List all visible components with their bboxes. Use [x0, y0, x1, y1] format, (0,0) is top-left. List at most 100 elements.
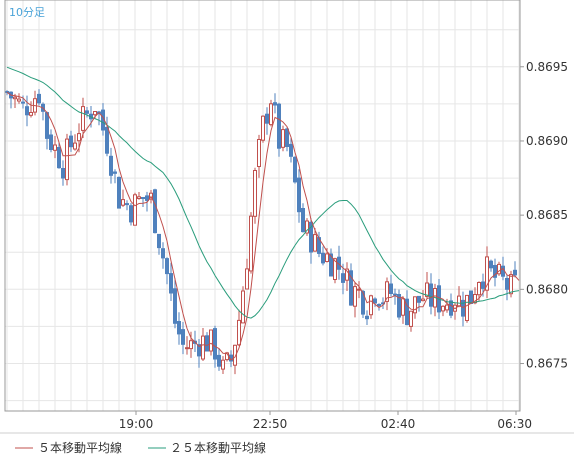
- candle-down: [481, 281, 485, 289]
- candle-up: [29, 112, 33, 116]
- candle-up: [465, 294, 469, 321]
- x-tick-label: 02:40: [381, 417, 416, 431]
- candle-up: [409, 310, 413, 327]
- candle-up: [261, 115, 265, 141]
- candle-up: [445, 304, 449, 311]
- moving-average-lines: [6, 66, 520, 361]
- candle-up: [221, 359, 225, 370]
- candle-up: [249, 215, 253, 272]
- candle-down: [505, 278, 509, 290]
- candle-down: [293, 156, 297, 183]
- candle-up: [385, 281, 389, 302]
- candle-up: [369, 295, 373, 316]
- candle-down: [57, 147, 61, 169]
- candle-up: [245, 268, 249, 290]
- candle-down: [289, 143, 293, 157]
- x-tick-label: 22:50: [253, 417, 288, 431]
- ma5-line: [6, 91, 520, 361]
- candle-down: [329, 253, 333, 277]
- candle-up: [281, 129, 285, 148]
- candle-down: [153, 189, 157, 234]
- candle-down: [273, 102, 277, 106]
- candle-down: [277, 103, 281, 149]
- candle-up: [81, 106, 85, 131]
- candle-down: [321, 252, 325, 264]
- candle-down: [309, 221, 313, 253]
- candle-down: [141, 197, 145, 199]
- candle-up: [313, 234, 317, 252]
- candle-down: [21, 101, 25, 104]
- candle-up: [209, 329, 213, 352]
- candle-down: [165, 258, 169, 275]
- candle-down: [265, 113, 269, 124]
- candle-down: [181, 329, 185, 345]
- x-tick-label: 19:00: [119, 417, 154, 431]
- candle-down: [349, 270, 353, 306]
- candle-down: [377, 304, 381, 307]
- candle-down: [301, 208, 305, 233]
- candle-up: [241, 290, 245, 324]
- candle-up: [233, 344, 237, 366]
- chart-title: 10分足: [9, 6, 45, 19]
- candle-down: [213, 328, 217, 360]
- legend: ５本移動平均線 ２５本移動平均線: [15, 440, 266, 455]
- candle-up: [17, 98, 21, 102]
- candle-down: [113, 171, 117, 174]
- candle-up: [353, 286, 357, 307]
- candle-up: [13, 96, 17, 100]
- candle-down: [217, 354, 221, 367]
- candle-down: [117, 176, 121, 209]
- candle-up: [73, 142, 77, 150]
- y-tick-label: 0.8690: [526, 134, 568, 148]
- candle-up: [421, 298, 425, 302]
- candle-up: [485, 256, 489, 291]
- candle-down: [157, 233, 161, 249]
- candle-down: [169, 273, 173, 294]
- candle-down: [365, 315, 369, 320]
- candle-down: [25, 106, 29, 116]
- candle-up: [269, 103, 273, 126]
- x-tick-label: 06:30: [497, 417, 532, 431]
- candle-up: [345, 268, 349, 281]
- candle-up: [137, 196, 141, 200]
- candle-down: [297, 177, 301, 213]
- candle-down: [61, 168, 65, 179]
- candle-down: [393, 293, 397, 296]
- y-tick-label: 0.8675: [526, 357, 568, 371]
- candle-down: [405, 298, 409, 326]
- candle-down: [173, 288, 177, 324]
- candle-up: [257, 139, 261, 167]
- candle-down: [449, 300, 453, 316]
- candle-up: [133, 194, 137, 226]
- candle-down: [45, 112, 49, 139]
- candle-up: [441, 305, 445, 312]
- ma25-line: [6, 66, 520, 319]
- candle-up: [477, 282, 481, 296]
- candle-up: [413, 296, 417, 314]
- candle-down: [361, 290, 365, 315]
- candle-down: [105, 126, 109, 154]
- y-tick-label: 0.8680: [526, 282, 568, 296]
- candle-up: [65, 138, 69, 181]
- candle-down: [285, 128, 289, 147]
- candle-up: [425, 282, 429, 297]
- candle-down: [161, 248, 165, 259]
- candle-up: [325, 253, 329, 262]
- candle-up: [305, 220, 309, 234]
- candle-down: [125, 203, 129, 206]
- candle-up: [457, 295, 461, 307]
- candle-down: [501, 265, 505, 277]
- candle-down: [197, 344, 201, 357]
- y-tick-labels: 0.8675 0.8680 0.8685 0.8690 0.8695: [520, 60, 568, 371]
- y-tick-label: 0.8695: [526, 60, 568, 74]
- candle-up: [237, 319, 241, 346]
- candle-down: [85, 110, 89, 114]
- candle-down: [389, 283, 393, 294]
- candle-up: [497, 263, 501, 275]
- candle-down: [397, 294, 401, 318]
- candle-up: [509, 274, 513, 295]
- candle-down: [49, 134, 53, 150]
- candle-up: [357, 288, 361, 291]
